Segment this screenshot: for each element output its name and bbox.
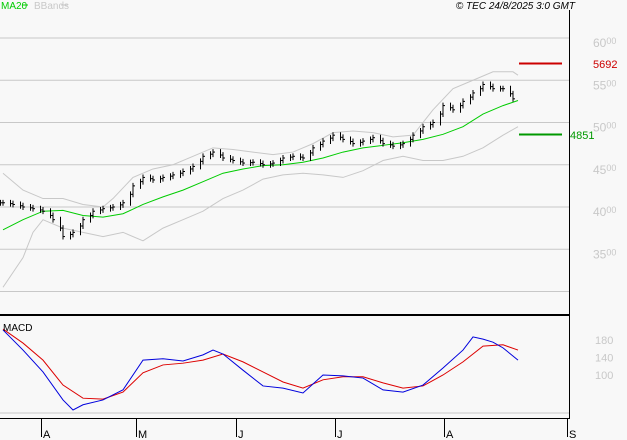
month-label: A (43, 429, 51, 440)
legend-bbands: BBands (34, 1, 69, 12)
y-tick-label: 6000 (593, 36, 616, 50)
month-label: J (337, 429, 343, 440)
month-label: J (238, 429, 244, 440)
macd-tick-label: 180 (595, 335, 613, 347)
macd-line (2, 329, 519, 411)
support-label: 4851 (570, 130, 594, 142)
y-tick-label: 5000 (593, 121, 616, 135)
y-tick-label: 5500 (593, 78, 616, 92)
macd-tick-label: 140 (595, 353, 613, 365)
y-tick-label: 4000 (593, 205, 616, 219)
bband-upper (2, 71, 519, 208)
month-label: M (138, 429, 147, 440)
y-tick-label: 3500 (593, 247, 616, 261)
resistance-label: 5692 (593, 59, 617, 71)
macd-label: MACD (3, 323, 32, 334)
y-tick-label: 4500 (593, 163, 616, 177)
legend-ma20: MA20 (1, 1, 28, 12)
macd-signal-line (2, 328, 519, 400)
copyright: © TEC 24/8/2025 3:0 GMT (456, 1, 576, 12)
month-label: S (569, 429, 576, 440)
month-label: A (446, 429, 454, 440)
macd-tick-label: 100 (595, 370, 613, 382)
